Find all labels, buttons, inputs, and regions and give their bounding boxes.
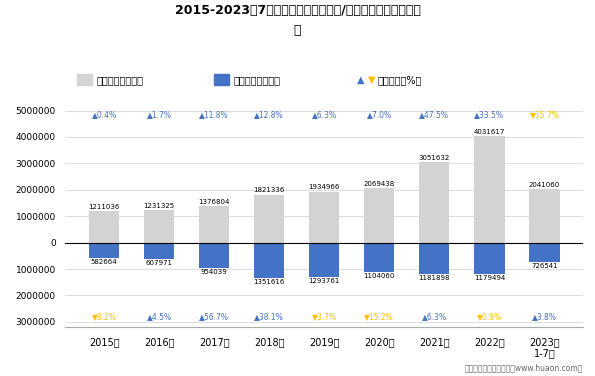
Text: ▲0.4%: ▲0.4% [92,110,117,119]
Text: 1104060: 1104060 [364,273,395,279]
Text: ▲12.8%: ▲12.8% [255,110,284,119]
Bar [89,243,119,258]
Bar [419,162,449,243]
Text: 1231325: 1231325 [143,203,175,209]
Text: 1934966: 1934966 [309,185,340,191]
Bar [309,243,339,277]
Text: 进口额（万美元）: 进口额（万美元） [233,75,280,85]
Text: 2041060: 2041060 [529,182,560,188]
Text: ▲3.8%: ▲3.8% [532,312,557,321]
Text: ▲1.7%: ▲1.7% [146,110,171,119]
Text: ▼3.7%: ▼3.7% [312,312,337,321]
Bar [474,243,505,274]
Text: ▲: ▲ [357,75,365,85]
Text: 4031617: 4031617 [474,129,505,135]
Text: ▲6.3%: ▲6.3% [422,312,447,321]
Text: ▼8.2%: ▼8.2% [92,312,117,321]
Bar [254,194,284,243]
Bar [144,210,174,243]
Text: 1181898: 1181898 [419,275,450,281]
Bar [530,189,559,243]
Bar [364,243,394,272]
Text: 1351616: 1351616 [253,279,285,285]
Text: 1821336: 1821336 [253,188,285,194]
Text: 1211036: 1211036 [89,203,120,209]
Text: 制图：华经产业研究院（www.huaon.com）: 制图：华经产业研究院（www.huaon.com） [465,363,583,372]
Text: 2015-2023年7月潍坊市（境内目的地/货源地）进、出口额统: 2015-2023年7月潍坊市（境内目的地/货源地）进、出口额统 [174,4,421,17]
Text: 582664: 582664 [91,259,117,265]
Text: 2069438: 2069438 [364,181,395,187]
Text: ▼0.9%: ▼0.9% [477,312,502,321]
Text: ▲6.3%: ▲6.3% [312,110,337,119]
Text: 1293761: 1293761 [309,278,340,284]
Text: 同比增长（%）: 同比增长（%） [377,75,422,85]
Bar [199,206,229,243]
Text: 954039: 954039 [201,269,227,275]
Bar [474,136,505,243]
Bar [199,243,229,268]
Bar [364,188,394,243]
Text: 726541: 726541 [531,263,558,269]
Text: ▲7.0%: ▲7.0% [367,110,392,119]
Text: 3051632: 3051632 [419,155,450,161]
Text: ▲33.5%: ▲33.5% [474,110,505,119]
Text: ▲4.5%: ▲4.5% [146,312,172,321]
Bar [254,243,284,278]
Text: ▼: ▼ [368,75,375,85]
Text: ▲56.7%: ▲56.7% [199,312,229,321]
Text: ▼15.7%: ▼15.7% [530,110,559,119]
Bar [89,211,119,243]
Text: ▲11.8%: ▲11.8% [199,110,229,119]
Bar [419,243,449,274]
Text: ▼15.2%: ▼15.2% [365,312,394,321]
Bar [309,191,339,243]
Text: 1179494: 1179494 [474,275,505,281]
Text: ▲47.5%: ▲47.5% [419,110,449,119]
Bar [144,243,174,259]
Text: 607971: 607971 [146,260,173,266]
Text: ▲38.1%: ▲38.1% [254,312,284,321]
Text: 1376804: 1376804 [199,199,230,205]
Text: 计: 计 [294,24,301,38]
Bar [530,243,559,262]
Text: 出口额（万美元）: 出口额（万美元） [96,75,143,85]
